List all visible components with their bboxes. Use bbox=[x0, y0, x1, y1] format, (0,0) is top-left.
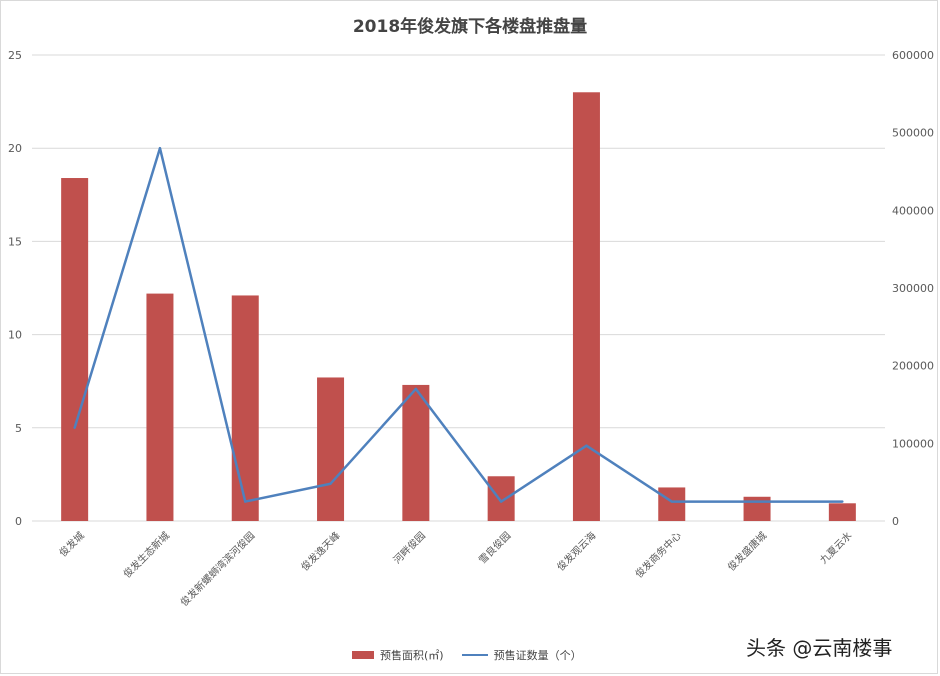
x-category-label: 俊发观云海 bbox=[554, 529, 599, 574]
x-category-label: 河畔俊园 bbox=[390, 529, 427, 566]
x-category-label: 俊发逸天峰 bbox=[298, 529, 343, 574]
legend: 预售面积(㎡) 预售证数量（个） bbox=[352, 647, 582, 663]
line-point bbox=[73, 426, 76, 429]
chart-title: 2018年俊发旗下各楼盘推盘量 bbox=[352, 17, 588, 37]
x-category-label: 俊发新螺蛳湾滨河俊园 bbox=[177, 529, 257, 609]
line-point bbox=[670, 500, 673, 503]
line-point bbox=[414, 387, 418, 391]
bar bbox=[658, 487, 686, 521]
legend-line-label: 预售证数量（个） bbox=[493, 649, 582, 662]
y-right-tick-label: 100000 bbox=[892, 437, 934, 450]
bar bbox=[402, 384, 430, 521]
line-point bbox=[841, 500, 844, 503]
line-point bbox=[585, 444, 588, 447]
line-point bbox=[329, 482, 332, 485]
x-category-label: 雪良俊园 bbox=[476, 529, 513, 566]
legend-bar-label: 预售面积(㎡) bbox=[380, 649, 444, 662]
legend-bar-swatch bbox=[352, 651, 374, 659]
series-line bbox=[73, 146, 843, 503]
x-category-label: 俊发商务中心 bbox=[632, 529, 684, 581]
x-category-label: 九夏云水 bbox=[818, 530, 855, 567]
y-right-tick-label: 0 bbox=[892, 515, 899, 528]
y-left-tick-label: 10 bbox=[8, 329, 22, 342]
y-right-tick-label: 500000 bbox=[892, 127, 934, 140]
y-left-tick-label: 0 bbox=[15, 515, 22, 528]
y-right-tick-label: 200000 bbox=[892, 360, 934, 373]
x-category-label: 俊发城 bbox=[56, 529, 86, 559]
line-point bbox=[158, 147, 162, 150]
y-left-tick-label: 15 bbox=[8, 235, 22, 248]
bar bbox=[487, 476, 515, 521]
bar bbox=[828, 503, 856, 521]
y-left-tick-label: 25 bbox=[8, 49, 22, 62]
bar bbox=[317, 377, 345, 521]
line-point bbox=[499, 500, 503, 503]
y-left-tick-label: 20 bbox=[8, 142, 22, 155]
x-category-label: 俊发生态新城 bbox=[120, 529, 172, 581]
y-left-tick-label: 5 bbox=[15, 422, 22, 435]
bar bbox=[231, 295, 259, 521]
y-right-tick-label: 400000 bbox=[892, 204, 934, 217]
line-point bbox=[755, 500, 759, 503]
y-right-tick-label: 300000 bbox=[892, 282, 934, 295]
legend-line-swatch bbox=[461, 654, 488, 656]
bar bbox=[572, 92, 600, 521]
y-right-tick-label: 600000 bbox=[892, 49, 934, 62]
bar bbox=[146, 293, 174, 521]
watermark: 头条 @云南楼事 bbox=[746, 636, 893, 660]
bar bbox=[61, 178, 89, 522]
x-category-label: 俊发盛唐城 bbox=[725, 529, 770, 574]
line-point bbox=[244, 500, 247, 503]
